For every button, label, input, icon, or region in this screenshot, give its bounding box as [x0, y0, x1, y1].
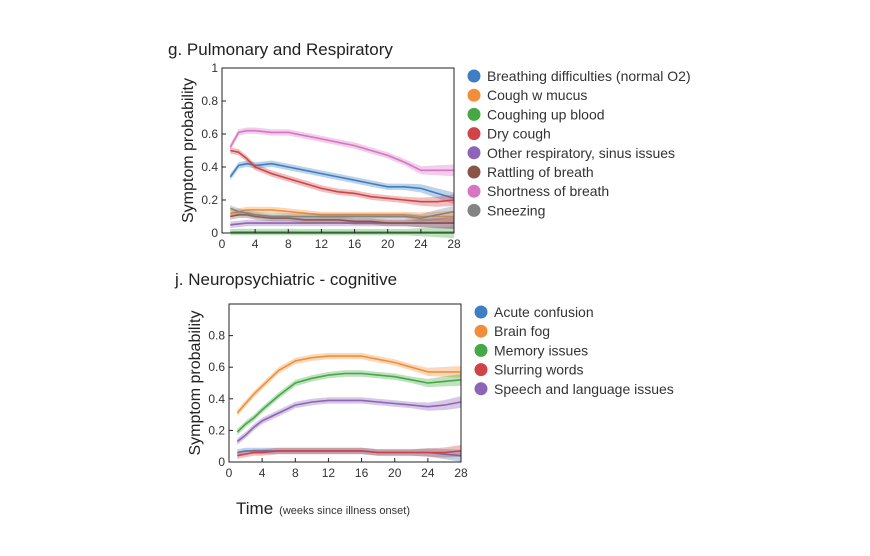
legend-label-2: Brain fog [494, 323, 550, 339]
legend-label-1: Acute confusion [494, 304, 594, 320]
series-line-5 [236, 399, 462, 443]
legend: Acute confusion Brain fog Memory issues Slu… [474, 304, 674, 397]
chart-panel-1: g. Pulmonary and Respiratory Symptom prob… [168, 40, 691, 251]
chart-title: j. Neuropsychiatric - cognitive [174, 270, 397, 289]
y-tick-label: 0.4 [201, 160, 218, 174]
legend-marker-5 [474, 382, 488, 396]
y-tick-label: 0.6 [208, 360, 225, 374]
y-tick-label: 0.8 [208, 329, 225, 343]
series-line-8 [230, 207, 455, 219]
x-tick-label: 8 [292, 466, 299, 480]
legend-label-4: Slurring words [494, 362, 583, 378]
x-tick-label: 4 [252, 237, 259, 251]
plot-frame [221, 67, 455, 234]
legend-marker-4 [467, 127, 481, 141]
y-tick-label: 1 [211, 61, 218, 75]
chart-panel-2: j. Neuropsychiatric - cognitive Symptom p… [174, 270, 674, 480]
x-axis-label: Time (weeks since illness onset) [236, 499, 410, 518]
x-tick-label: 28 [454, 466, 468, 480]
series-line-4 [230, 149, 455, 203]
series-band-4 [237, 445, 461, 459]
chart-title: g. Pulmonary and Respiratory [168, 40, 393, 59]
y-tick-label: 0 [211, 226, 218, 240]
legend-marker-2 [467, 88, 481, 102]
x-tick-label: 12 [322, 466, 336, 480]
series-band-8 [230, 205, 454, 223]
series-line-4 [237, 450, 462, 457]
legend-label-3: Memory issues [494, 342, 588, 358]
x-tick-label: 8 [285, 237, 292, 251]
x-tick-label: 16 [348, 237, 362, 251]
y-tick-label: 0.2 [201, 193, 218, 207]
y-tick-label: 0.6 [201, 127, 218, 141]
legend: Breathing difficulties (normal O2) Cough … [467, 68, 691, 218]
legend-marker-8 [467, 203, 481, 217]
plot-frame [228, 303, 462, 463]
series-line-3 [236, 372, 462, 433]
series-band-7 [230, 127, 454, 177]
x-tick-label: 20 [381, 237, 395, 251]
series-line-1 [229, 162, 455, 200]
x-tick-label: 0 [226, 466, 233, 480]
x-tick-label: 16 [355, 466, 369, 480]
series-line-2 [236, 355, 461, 414]
legend-marker-4 [474, 363, 488, 377]
x-tick-label: 24 [414, 237, 428, 251]
y-tick-label: 0 [218, 455, 225, 469]
x-tick-label: 12 [315, 237, 329, 251]
series-band-5 [237, 396, 461, 445]
legend-marker-2 [474, 324, 488, 338]
legend-label-5: Other respiratory, sinus issues [487, 145, 675, 161]
y-axis-label: Symptom probability [187, 311, 204, 456]
x-tick-label: 0 [219, 237, 226, 251]
legend-label-5: Speech and language issues [494, 381, 674, 397]
y-axis-label: Symptom probability [180, 78, 197, 223]
series-band-4 [230, 147, 454, 207]
x-tick-label: 28 [447, 237, 461, 251]
x-axis-label-sub: (weeks since illness onset) [279, 505, 410, 517]
x-tick-label: 24 [421, 466, 435, 480]
x-tick-label: 4 [259, 466, 266, 480]
legend-marker-7 [467, 184, 481, 198]
legend-label-4: Dry cough [487, 126, 551, 142]
legend-label-3: Coughing up blood [487, 106, 605, 122]
legend-label-6: Rattling of breath [487, 164, 594, 180]
legend-label-2: Cough w mucus [487, 87, 587, 103]
series-line-6 [230, 214, 454, 224]
legend-marker-5 [467, 146, 481, 160]
x-tick-label: 20 [388, 466, 402, 480]
y-tick-label: 0.4 [208, 392, 225, 406]
legend-marker-3 [467, 107, 481, 121]
legend-marker-1 [474, 305, 488, 319]
series-band-3 [237, 370, 461, 436]
legend-marker-6 [467, 165, 481, 179]
legend-label-8: Sneezing [487, 202, 545, 218]
legend-label-7: Shortness of breath [487, 183, 609, 199]
legend-label-1: Breathing difficulties (normal O2) [487, 68, 691, 84]
y-tick-label: 0.2 [208, 423, 225, 437]
legend-marker-3 [474, 343, 488, 357]
series-line-2 [230, 209, 454, 218]
x-axis-label-main: Time [236, 499, 273, 518]
y-tick-label: 0.8 [201, 94, 218, 108]
legend-marker-1 [467, 69, 481, 83]
series-line-7 [229, 129, 454, 172]
